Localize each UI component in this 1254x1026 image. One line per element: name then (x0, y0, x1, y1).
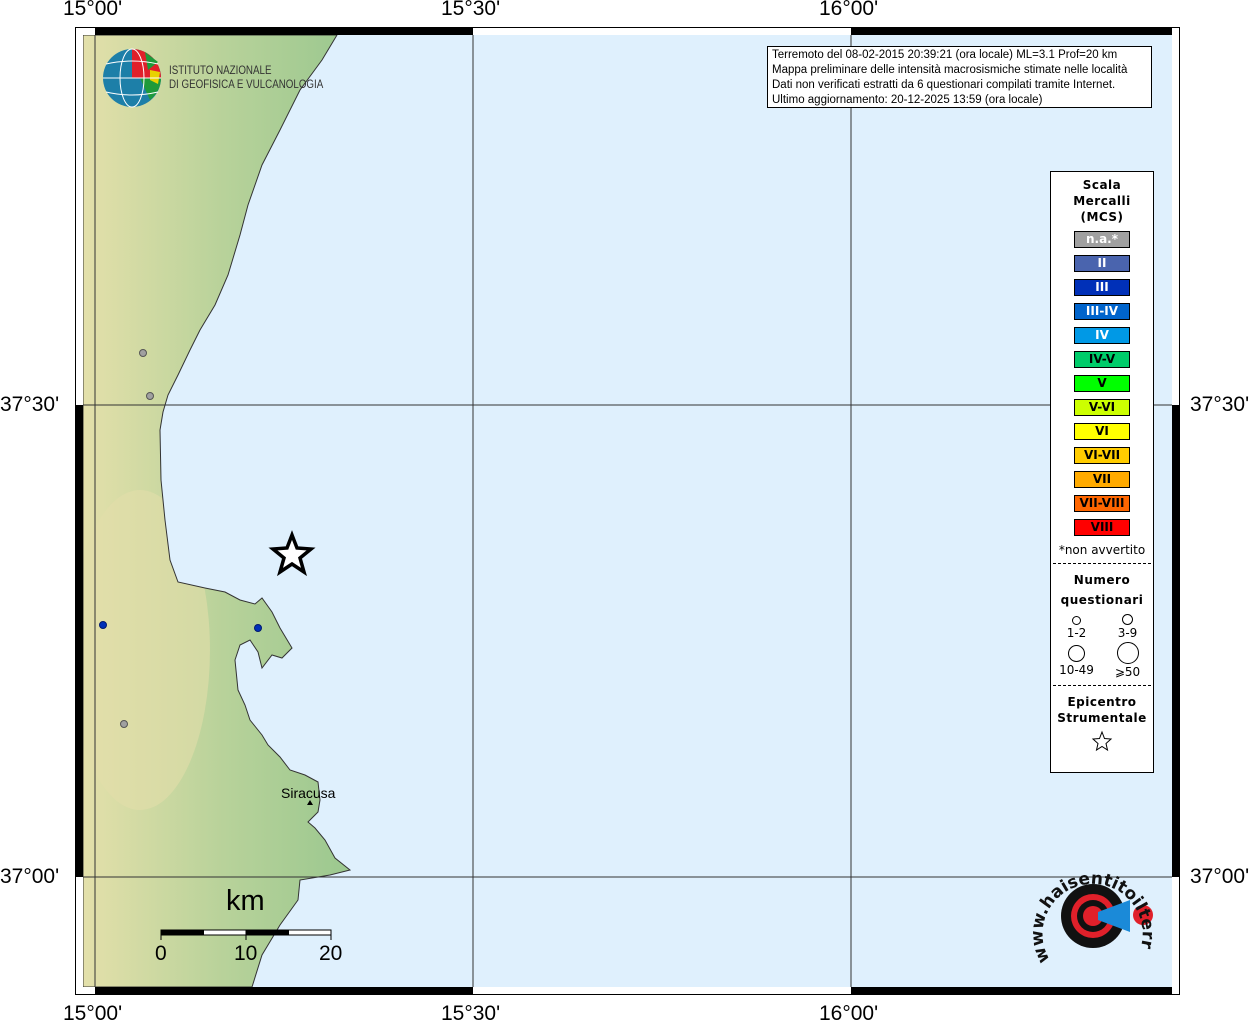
legend-note: *non avvertito (1058, 543, 1146, 557)
legend-title-line: (MCS) (1080, 210, 1124, 224)
event-info-line: Mappa preliminare delle intensità macros… (772, 64, 1128, 76)
event-info-line: Terremoto del 08-02-2015 20:39:21 (ora l… (772, 49, 1118, 61)
scale-label: 20 (319, 942, 343, 965)
ingv-line1: ISTITUTO NAZIONALE (169, 65, 272, 77)
lon-tick-bottom: 15°30' (441, 1002, 501, 1025)
locality-not-felt[interactable] (120, 720, 128, 728)
epicenter-title: Epicentro Strumentale (1051, 694, 1153, 726)
locality-intensity-iii[interactable] (99, 621, 107, 629)
count-sizes: 1-2 3-9 10-49 ⩾50 (1051, 613, 1153, 679)
intensity-scale: n.a.* II III III-IV IV IV-V V V-VI VI VI-VII VII VI… (1051, 231, 1153, 536)
intensity-swatch: VII (1074, 471, 1130, 488)
count-label: 3-9 (1117, 626, 1138, 640)
lat-tick-right: 37°00' (1190, 865, 1250, 888)
locality-not-felt[interactable] (146, 392, 154, 400)
divider (1053, 685, 1151, 686)
lat-tick-left: 37°00' (0, 865, 60, 888)
lon-tick-bottom: 15°00' (63, 1002, 123, 1025)
intensity-swatch: IV (1074, 327, 1130, 344)
lat-tick-right: 37°30' (1190, 393, 1250, 416)
count-1-2: 1-2 (1051, 613, 1102, 640)
intensity-swatch: IV-V (1074, 351, 1130, 368)
scale-unit: km (226, 885, 265, 917)
locality-intensity-iii[interactable] (254, 624, 262, 632)
city-label-siracusa: Siracusa (281, 785, 336, 801)
event-info-line: Dati non verificati estratti da 6 questi… (772, 79, 1116, 91)
lon-tick-top: 15°00' (63, 0, 123, 20)
lat-tick-left: 37°30' (0, 393, 60, 416)
ingv-line2: DI GEOFISICA E VULCANOLOGIA (169, 79, 324, 91)
scale-label: 10 (234, 942, 258, 965)
ingv-logo-globe (103, 48, 161, 108)
scale-label: 0 (155, 942, 167, 965)
intensity-swatch: V (1074, 375, 1130, 392)
lon-tick-top: 16°00' (819, 0, 879, 20)
legend-title: Scala Mercalli (MCS) (1051, 177, 1153, 225)
lon-tick-bottom: 16°00' (819, 1002, 879, 1025)
count-label: 1-2 (1066, 626, 1087, 640)
intensity-swatch: n.a.* (1074, 231, 1130, 248)
star-icon[interactable] (268, 530, 316, 577)
legend: Scala Mercalli (MCS) n.a.* II III III-IV IV I… (1050, 171, 1154, 773)
count-title-line: Numero (1073, 573, 1131, 587)
intensity-swatch: VII-VIII (1074, 495, 1130, 512)
locality-not-felt[interactable] (139, 349, 147, 357)
legend-title-line: Scala (1082, 178, 1122, 192)
count-10-49: 10-49 (1051, 640, 1102, 679)
intensity-swatch: III-IV (1074, 303, 1130, 320)
count-label: 10-49 (1059, 663, 1094, 677)
frame-bars (75, 27, 1180, 995)
count-title-line: questionari (1060, 593, 1144, 607)
star-icon (1091, 730, 1113, 752)
intensity-swatch: III (1074, 279, 1130, 296)
graticule (83, 35, 1172, 987)
intensity-swatch: V-VI (1074, 399, 1130, 416)
count-title: Numero questionari (1051, 570, 1153, 610)
epicenter-title-line: Strumentale (1057, 711, 1147, 725)
event-info-box: Terremoto del 08-02-2015 20:39:21 (ora l… (767, 46, 1152, 108)
event-info-line: Ultimo aggiornamento: 20-12-2025 13:59 (… (772, 94, 1043, 106)
city-marker (307, 800, 313, 805)
intensity-swatch: VIII (1074, 519, 1130, 536)
ingv-logo-text: ISTITUTO NAZIONALE DI GEOFISICA E VULCAN… (169, 64, 323, 92)
lon-tick-top: 15°30' (441, 0, 501, 20)
intensity-swatch: VI (1074, 423, 1130, 440)
count-3-9: 3-9 (1102, 613, 1153, 640)
count-label: ⩾50 (1114, 665, 1141, 679)
legend-title-line: Mercalli (1073, 194, 1131, 208)
scale-bar (160, 929, 332, 940)
count-50-plus: ⩾50 (1102, 640, 1153, 679)
divider (1053, 563, 1151, 564)
intensity-swatch: II (1074, 255, 1130, 272)
intensity-swatch: VI-VII (1074, 447, 1130, 464)
epicenter-title-line: Epicentro (1067, 695, 1137, 709)
